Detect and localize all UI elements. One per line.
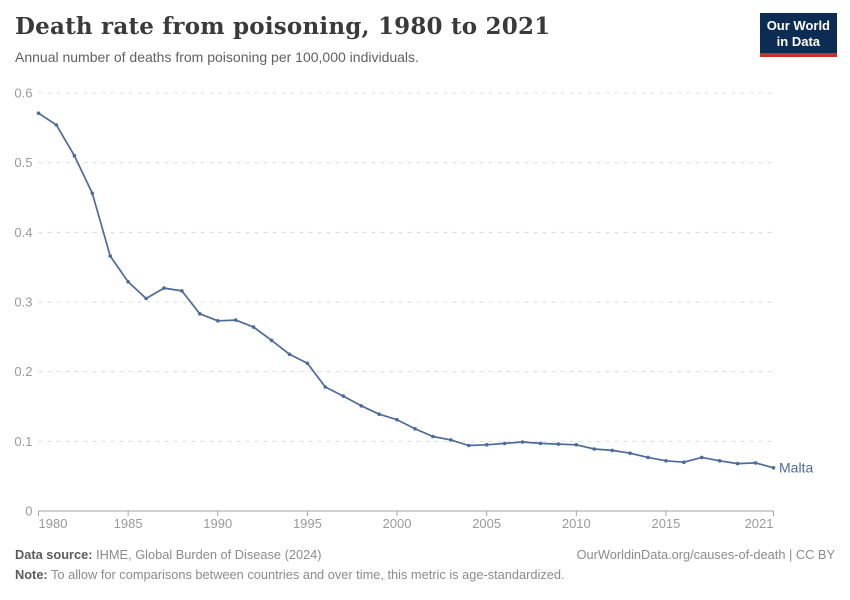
data-point <box>682 460 686 465</box>
data-source-line: Data source: IHME, Global Burden of Dise… <box>15 545 322 565</box>
data-point <box>610 448 614 453</box>
data-point <box>753 461 758 465</box>
data-point <box>198 312 202 316</box>
data-point <box>216 319 220 323</box>
data-point <box>592 447 596 451</box>
data-point <box>126 280 130 284</box>
y-tick-label: 0 <box>25 504 32 519</box>
data-point <box>323 385 328 389</box>
owid-logo[interactable]: Our World in Data <box>759 13 837 58</box>
data-point <box>341 394 346 398</box>
data-point <box>72 153 77 158</box>
y-tick-label: 0.3 <box>14 295 32 310</box>
x-tick-label: 1985 <box>114 516 143 531</box>
data-point <box>717 459 722 463</box>
y-tick-label: 0.2 <box>14 364 32 379</box>
chart-footer: Data source: IHME, Global Burden of Dise… <box>15 545 835 585</box>
x-tick-label: 2010 <box>562 516 591 531</box>
data-point <box>36 111 41 115</box>
data-point <box>664 459 668 463</box>
data-point <box>180 289 184 293</box>
data-point <box>502 441 507 446</box>
data-point <box>646 455 650 460</box>
data-point <box>413 427 417 431</box>
y-tick-label: 0.4 <box>14 225 32 240</box>
data-point <box>90 191 95 196</box>
data-source-label: Data source: <box>15 547 93 562</box>
data-point <box>144 296 148 301</box>
data-point <box>377 412 381 417</box>
page-title: Death rate from poisoning, 1980 to 2021 <box>15 13 551 40</box>
data-point <box>574 443 579 447</box>
x-tick-label: 1990 <box>203 516 232 531</box>
note-label: Note: <box>15 567 48 582</box>
series-end-label: Malta <box>779 459 813 475</box>
chart-subtitle: Annual number of deaths from poisoning p… <box>15 49 419 66</box>
x-tick-label: 1980 <box>39 516 68 531</box>
x-tick-label: 2005 <box>472 516 501 531</box>
data-source-text: IHME, Global Burden of Disease (2024) <box>92 547 322 562</box>
data-point <box>162 286 166 290</box>
data-point <box>556 442 561 446</box>
x-tick-label: 2000 <box>383 516 412 531</box>
data-point <box>305 361 310 366</box>
data-point <box>538 441 543 446</box>
data-point <box>108 254 112 258</box>
note-line: Note: To allow for comparisons between c… <box>15 565 835 585</box>
y-tick-label: 0.6 <box>14 86 32 101</box>
data-point <box>269 338 274 343</box>
footer-link[interactable]: OurWorldinData.org/causes-of-death | CC … <box>576 547 835 562</box>
data-point <box>54 123 59 127</box>
x-tick-label: 1995 <box>293 516 322 531</box>
data-point <box>287 352 292 357</box>
y-tick-label: 0.5 <box>14 155 32 170</box>
data-point <box>628 451 632 456</box>
note-text: To allow for comparisons between countri… <box>47 567 565 582</box>
data-point <box>395 417 399 422</box>
data-point <box>466 443 471 448</box>
data-point <box>359 404 364 408</box>
data-point <box>520 440 525 444</box>
chart-header: Death rate from poisoning, 1980 to 2021 … <box>15 13 750 66</box>
data-point <box>484 443 489 447</box>
y-tick-label: 0.1 <box>14 434 32 449</box>
data-point <box>251 325 256 329</box>
x-tick-label: 2015 <box>651 516 680 531</box>
data-point <box>735 461 740 466</box>
x-tick-label: 2021 <box>745 516 774 531</box>
data-point <box>449 438 453 442</box>
data-point <box>700 455 704 460</box>
owid-logo-line1: Our World <box>766 18 830 33</box>
malta-line <box>37 112 775 469</box>
data-point <box>771 466 776 470</box>
owid-logo-line2: in Data <box>776 33 821 49</box>
data-point <box>431 434 435 439</box>
data-point <box>233 318 238 322</box>
